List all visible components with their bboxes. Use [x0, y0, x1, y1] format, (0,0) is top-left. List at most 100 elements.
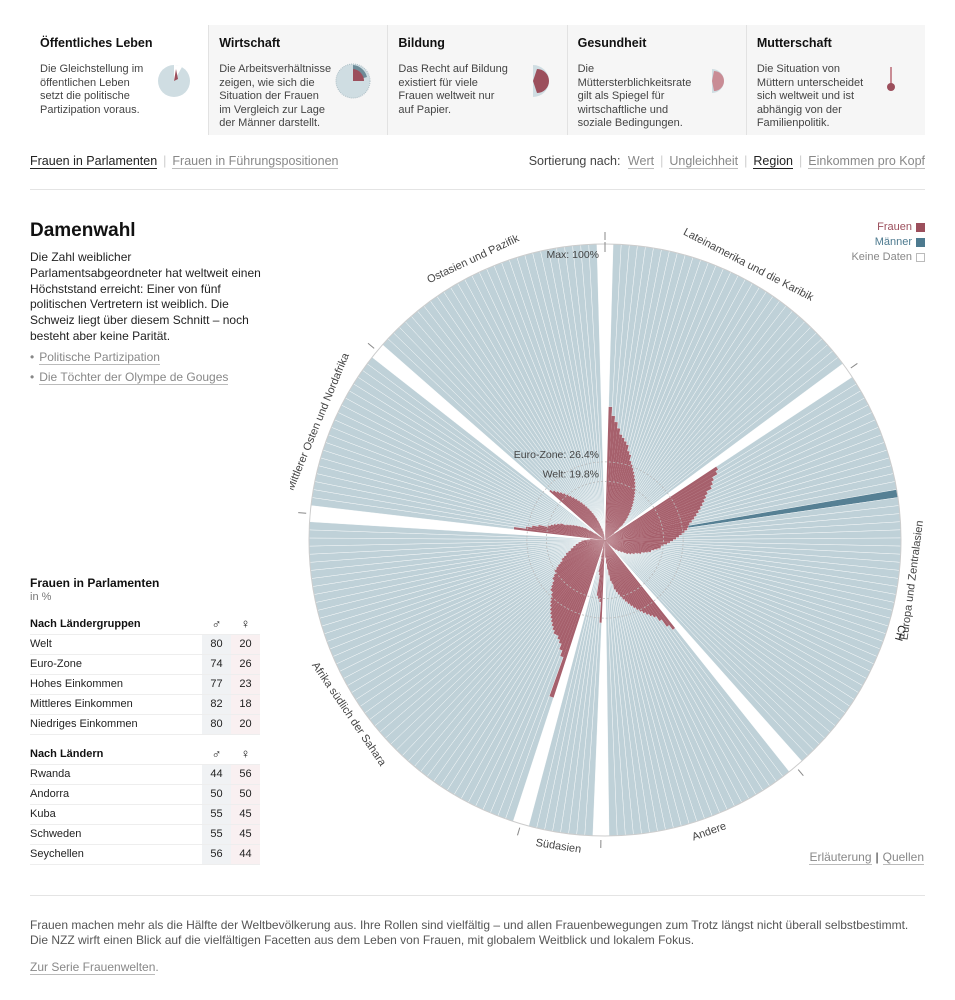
region-label: Andere [690, 820, 727, 843]
table-row: Andorra 50 50 [30, 784, 260, 805]
women-bar [598, 540, 605, 576]
row-label: Andorra [30, 784, 202, 805]
reference-circle [545, 480, 665, 600]
women-bar [605, 460, 632, 540]
women-bar [605, 540, 649, 616]
women-bar [605, 481, 636, 540]
tab-0[interactable]: Öffentliches Leben Die Gleichstellung im … [30, 25, 210, 135]
women-bar [605, 540, 652, 553]
women-bar [605, 478, 636, 540]
page-title: Damenwahl [30, 220, 136, 241]
chart-footer-links: Erläuterung | Quellen [809, 850, 924, 865]
women-bar [605, 540, 657, 618]
tab-description: Die Situation von Müttern unterscheidet … [756, 63, 864, 129]
tab-2[interactable]: Bildung Das Recht auf Bildung existiert f… [388, 25, 568, 135]
women-bar [605, 521, 626, 540]
women-bar [605, 535, 679, 540]
women-bar [605, 540, 658, 550]
groups-header: Nach Ländergruppen [30, 614, 202, 635]
female-value: 23 [231, 674, 260, 695]
women-bar [605, 441, 627, 540]
legend-men-label: Männer [874, 236, 912, 248]
women-bar [605, 540, 606, 558]
women-bar [605, 477, 715, 540]
women-bar [605, 540, 616, 551]
women-bar [605, 540, 619, 552]
women-bar [605, 501, 634, 540]
women-bar [549, 540, 605, 604]
women-bar [605, 540, 617, 550]
women-bar [605, 540, 652, 552]
reference-label: Euro-Zone: 26.4% [514, 449, 599, 461]
legend-men-swatch [916, 238, 925, 247]
region-boundary-tick [517, 827, 521, 836]
tab-3[interactable]: Gesundheit Die Müttersterblichkeitsrate g… [567, 25, 747, 135]
women-bar [605, 481, 714, 540]
women-bar [605, 540, 653, 617]
women-bar [578, 525, 605, 540]
women-bar [561, 540, 605, 562]
women-bar [605, 524, 624, 540]
education-radial-icon [532, 65, 549, 97]
male-value: 74 [202, 654, 231, 675]
women-bar [605, 540, 618, 593]
economy-radial-icon [335, 63, 371, 99]
legend-nodata-swatch [916, 253, 925, 262]
reference-label: Welt: 19.8% [543, 468, 599, 480]
women-bar [559, 540, 605, 658]
series-link[interactable]: Zur Serie Frauenwelten [30, 960, 156, 975]
women-bar [605, 510, 631, 540]
women-bar [605, 530, 685, 540]
women-bar [575, 525, 605, 540]
women-bar [605, 539, 674, 542]
olympe-de-gouges-link[interactable]: Die Töchter der Olympe de Gouges [39, 370, 229, 385]
women-bar [605, 415, 616, 540]
countries-header: Nach Ländern [30, 744, 202, 765]
women-bar [563, 540, 605, 558]
women-bar [555, 540, 605, 574]
women-bar [605, 495, 636, 540]
region-boundary-tick [298, 512, 307, 514]
table-row: Rwanda 44 56 [30, 764, 260, 785]
motherhood-radial-icon [887, 67, 896, 91]
separator: | [744, 154, 748, 168]
women-bar [605, 519, 627, 540]
women-bar [599, 540, 605, 603]
women-bar [551, 540, 605, 627]
women-bar [566, 494, 605, 540]
male-symbol-icon: ♂ [202, 744, 231, 765]
women-bar [581, 540, 605, 542]
view-women-in-parliament-link[interactable]: Frauen in Parlamenten [30, 154, 158, 169]
tab-title: Bildung [398, 36, 445, 50]
sort-income-link[interactable]: Einkommen pro Kopf [808, 154, 925, 169]
women-bar [605, 492, 636, 540]
sort-inequality-link[interactable]: Ungleichheit [669, 154, 739, 169]
sort-region-link[interactable]: Region [753, 154, 794, 169]
tab-4[interactable]: Mutterschaft Die Situation von Müttern un… [746, 25, 926, 135]
tab-1[interactable]: Wirtschaft Die Arbeitsverhältnisse zeigen… [209, 25, 389, 135]
women-bar [605, 507, 633, 540]
sort-value-link[interactable]: Wert [627, 154, 655, 169]
table-row: Seychellen 56 44 [30, 844, 260, 865]
women-bar [556, 540, 605, 570]
female-value: 45 [231, 824, 260, 845]
women-bar [605, 406, 613, 540]
table-row: Schweden 55 45 [30, 824, 260, 845]
radial-chart: Lateinamerika und die Karibik Europa und … [285, 215, 930, 856]
view-women-in-leadership-link[interactable]: Frauen in Führungspositionen [172, 154, 339, 169]
political-participation-link[interactable]: Politische Partizipation [39, 350, 160, 365]
male-value: 82 [202, 694, 231, 715]
women-bar [605, 540, 671, 544]
women-bar [557, 540, 605, 640]
tab-description: Die Müttersterblichkeitsrate gilt als Sp… [577, 63, 692, 129]
separator: | [660, 154, 664, 168]
row-label: Schweden [30, 824, 202, 845]
women-bar [525, 526, 605, 540]
women-bar [555, 540, 605, 636]
sources-link[interactable]: Quellen [882, 850, 924, 865]
legend-men: Männer [851, 235, 925, 250]
women-bar [605, 540, 661, 548]
women-bar [605, 422, 618, 540]
women-bar [599, 523, 605, 540]
explanation-link[interactable]: Erläuterung [809, 850, 872, 865]
